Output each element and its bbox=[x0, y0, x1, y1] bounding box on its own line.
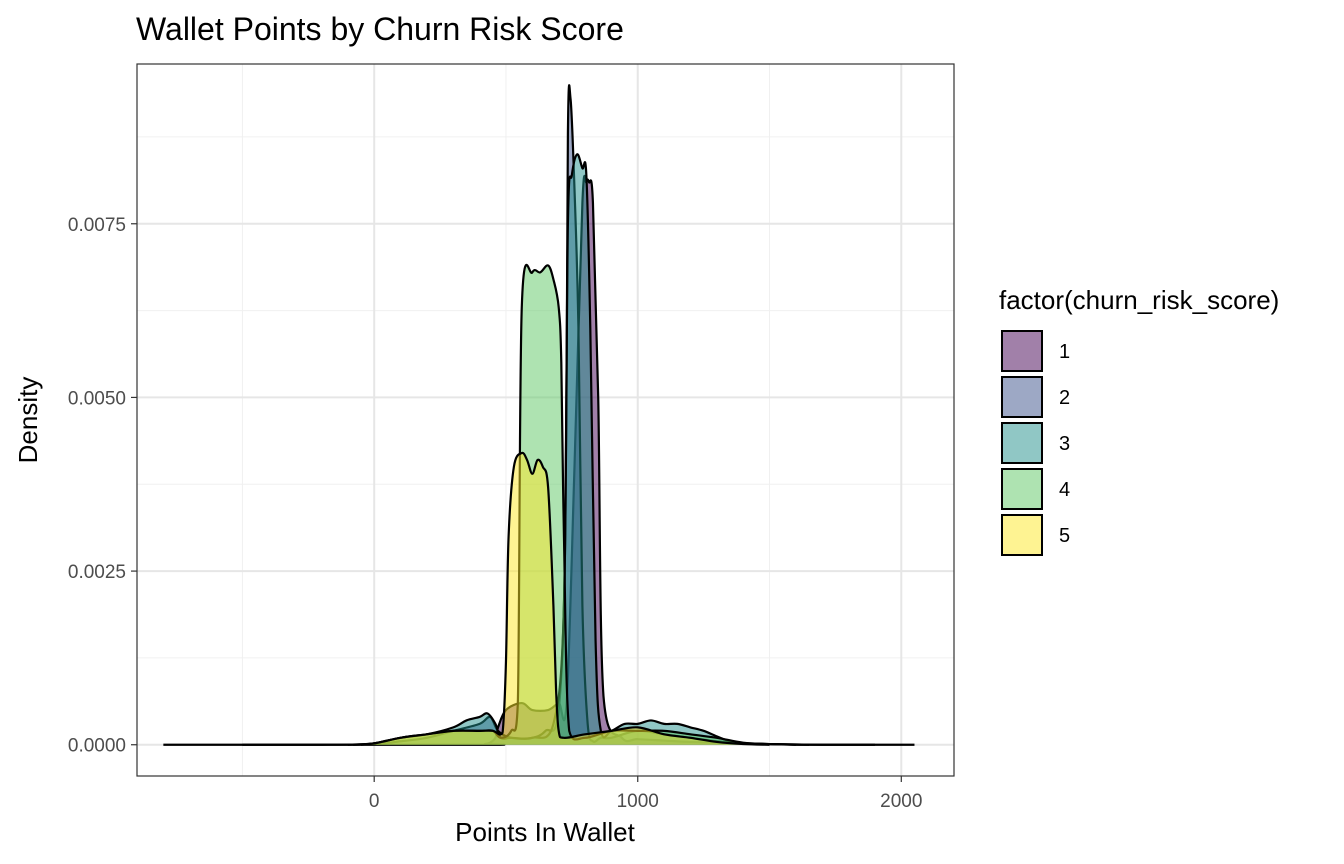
density-areas bbox=[163, 84, 915, 746]
x-axis: 0 1000 2000 bbox=[369, 776, 922, 812]
legend-key-4 bbox=[1001, 468, 1043, 510]
density-line-3 bbox=[347, 153, 810, 746]
x-tick-label: 1000 bbox=[617, 791, 659, 812]
y-axis-title: Density bbox=[13, 377, 43, 464]
x-tick-label: 2000 bbox=[880, 791, 922, 812]
legend-label-1: 1 bbox=[1059, 341, 1070, 363]
y-axis: 0.0000 0.0025 0.0050 0.0075 bbox=[68, 215, 137, 757]
x-tick-label: 0 bbox=[369, 791, 380, 812]
legend-key-2 bbox=[1001, 376, 1043, 418]
legend-key-3 bbox=[1001, 422, 1043, 464]
y-tick-label: 0.0000 bbox=[68, 736, 126, 757]
x-axis-title: Points In Wallet bbox=[455, 817, 635, 847]
y-tick-label: 0.0025 bbox=[68, 562, 126, 583]
legend-key-1 bbox=[1001, 330, 1043, 372]
density-line-5 bbox=[353, 451, 770, 746]
legend-label-3: 3 bbox=[1059, 433, 1070, 455]
legend: factor(churn_risk_score) 1 2 3 4 5 bbox=[999, 285, 1279, 556]
chart-title: Wallet Points by Churn Risk Score bbox=[136, 11, 624, 47]
plot-border bbox=[136, 63, 955, 777]
legend-label-5: 5 bbox=[1059, 525, 1070, 547]
legend-label-2: 2 bbox=[1059, 387, 1070, 409]
density-area-3 bbox=[347, 154, 810, 745]
y-tick-label: 0.0075 bbox=[68, 215, 126, 236]
legend-key-5 bbox=[1001, 514, 1043, 556]
legend-label-4: 4 bbox=[1059, 479, 1070, 501]
legend-title: factor(churn_risk_score) bbox=[999, 285, 1279, 315]
legend-items: 1 2 3 4 5 bbox=[1001, 330, 1070, 556]
y-tick-label: 0.0050 bbox=[68, 388, 126, 409]
